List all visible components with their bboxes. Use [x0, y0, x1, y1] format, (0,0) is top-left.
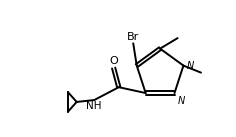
Text: Br: Br: [127, 32, 139, 42]
Text: O: O: [109, 56, 118, 66]
Text: N: N: [187, 61, 194, 71]
Text: N: N: [177, 96, 185, 106]
Text: NH: NH: [86, 101, 102, 111]
